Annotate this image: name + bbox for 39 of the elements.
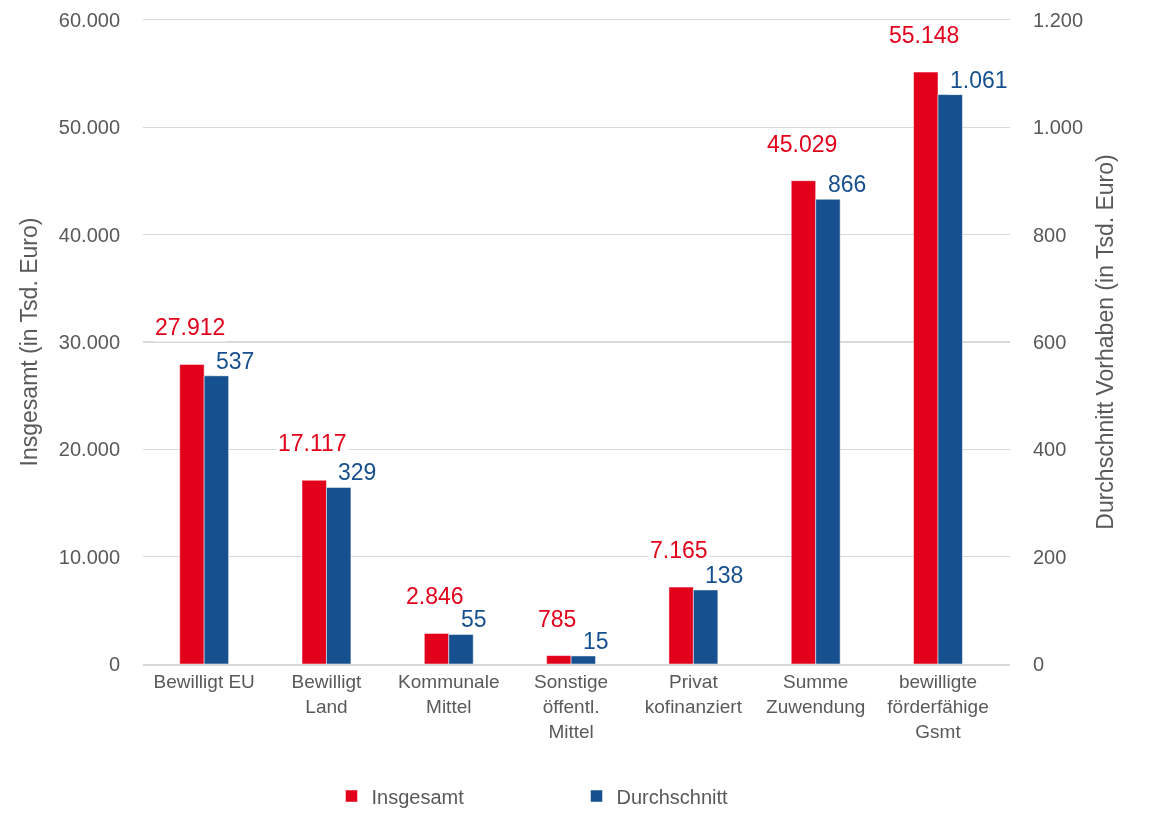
y-tick-label: 30.000 (58, 331, 120, 353)
y2-tick-label: 1.000 (1033, 116, 1084, 139)
data-label: 785 (538, 606, 577, 632)
x-tick-label: Sonstige öffentl. Mittel (534, 671, 609, 742)
y2-tick-label: 400 (1033, 438, 1067, 461)
x-tick-label: Bewilligt Land (291, 671, 363, 717)
data-label: 15 (583, 628, 609, 654)
data-label: 55 (461, 606, 487, 632)
data-label: 866 (828, 171, 867, 197)
y-tick-label: 20.000 (58, 438, 120, 461)
data-label: 1.061 (950, 67, 1008, 93)
y-axis-title: Insgesamt (in Tsd. Euro) (16, 217, 43, 467)
y-tick-label: 40.000 (58, 223, 120, 246)
y2-tick-label: 800 (1033, 223, 1067, 246)
y2-tick-label: 1.200 (1033, 9, 1084, 31)
y2-tick-label: 600 (1033, 331, 1067, 353)
x-tick-label: Summe Zuwendung (766, 671, 866, 717)
y2-tick-label: 200 (1033, 545, 1067, 568)
y-tick-label: 50.000 (58, 116, 120, 139)
data-label: 45.029 (767, 131, 838, 157)
legend-label: Durchschnitt (616, 785, 729, 808)
y2-tick-label: 0 (1033, 653, 1045, 675)
y2-axis-title: Durchschnitt Vorhaben (in Tsd. Euro) (1091, 154, 1118, 530)
data-label: 17.117 (278, 430, 347, 456)
data-label: 27.912 (155, 314, 226, 340)
legend-label: Insgesamt (371, 785, 465, 808)
y-tick-label: 0 (108, 653, 120, 675)
data-label: 7.165 (650, 537, 708, 563)
y-tick-label: 10.000 (58, 545, 120, 568)
y-tick-label: 60.000 (58, 9, 120, 31)
x-tick-label: bewilligte förderfähige Gsmt (887, 671, 989, 742)
data-label: 55.148 (889, 22, 960, 48)
data-label: 2.846 (406, 583, 464, 609)
x-tick-label: Kommunale Mittel (398, 671, 500, 717)
data-label: 329 (338, 459, 377, 485)
data-label: 138 (705, 562, 744, 588)
data-label: 537 (216, 348, 255, 374)
x-tick-label: Bewilligt EU (153, 671, 255, 693)
x-tick-label: Privat kofinanziert (644, 671, 743, 717)
